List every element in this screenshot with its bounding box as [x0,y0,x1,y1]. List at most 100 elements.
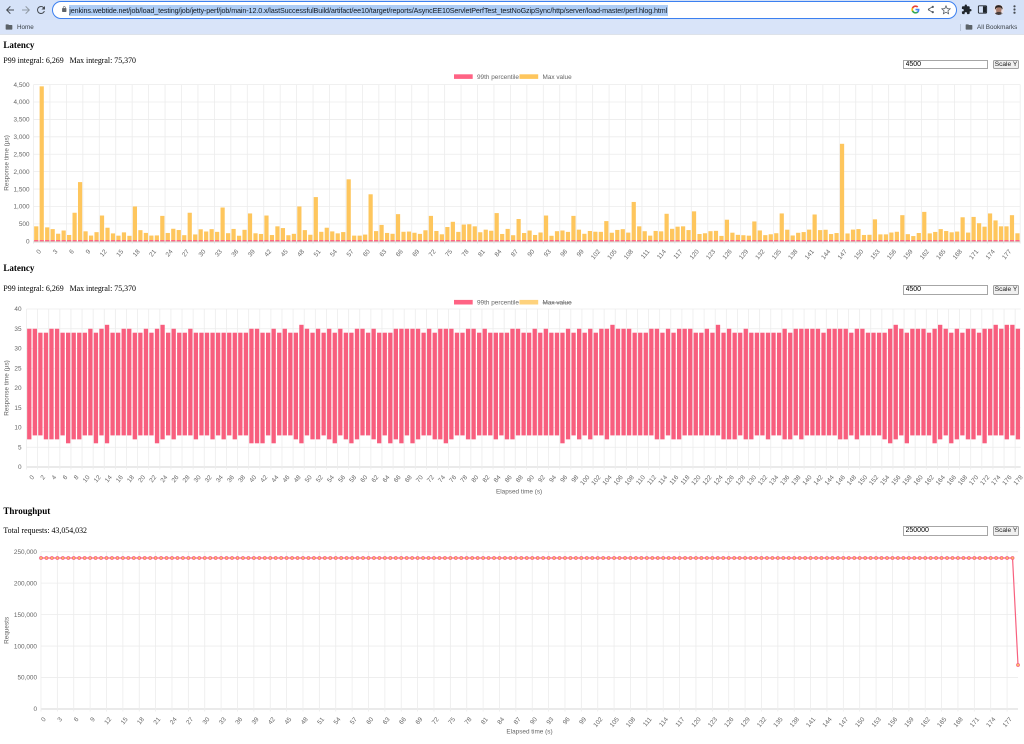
svg-text:99th percentile: 99th percentile [477,74,519,81]
svg-text:5: 5 [18,444,22,451]
svg-text:132: 132 [757,474,770,487]
svg-text:159: 159 [902,248,915,261]
svg-text:22: 22 [148,474,158,484]
svg-text:51: 51 [313,248,323,258]
svg-text:16: 16 [115,474,125,484]
svg-text:18: 18 [136,716,146,726]
svg-text:84: 84 [493,248,503,258]
svg-text:129: 129 [738,248,751,261]
svg-text:25: 25 [14,365,22,372]
svg-text:3: 3 [56,716,64,724]
svg-text:12: 12 [99,248,109,258]
svg-text:33: 33 [214,248,224,258]
svg-text:99: 99 [576,248,586,258]
svg-text:4,000: 4,000 [14,99,30,106]
svg-text:0: 0 [18,464,22,471]
svg-text:15: 15 [115,248,125,258]
svg-text:94: 94 [548,474,558,484]
svg-text:8: 8 [73,474,81,482]
svg-text:104: 104 [601,474,614,487]
svg-text:39: 39 [247,248,257,258]
svg-text:156: 156 [890,474,903,487]
svg-text:162: 162 [920,716,933,729]
svg-text:3: 3 [52,248,60,256]
svg-text:66: 66 [393,474,403,484]
svg-text:18: 18 [132,248,142,258]
svg-text:64: 64 [382,474,392,484]
svg-text:165: 165 [936,716,949,729]
svg-text:0: 0 [26,239,30,246]
svg-text:111: 111 [640,248,652,260]
svg-text:105: 105 [609,716,622,729]
svg-text:36: 36 [234,716,244,726]
svg-text:40: 40 [248,474,258,484]
svg-text:42: 42 [263,248,273,258]
svg-text:99th percentile: 99th percentile [477,300,519,307]
svg-text:166: 166 [946,474,959,487]
svg-text:9: 9 [89,716,97,724]
svg-text:68: 68 [404,474,414,484]
svg-text:27: 27 [181,248,191,258]
svg-text:24: 24 [169,716,179,726]
svg-text:80: 80 [470,474,480,484]
svg-text:2,000: 2,000 [14,169,30,176]
svg-text:500: 500 [19,221,30,228]
svg-text:21: 21 [148,248,158,258]
svg-text:112: 112 [646,474,658,487]
svg-text:66: 66 [398,716,408,726]
svg-text:177: 177 [1001,248,1014,261]
svg-text:141: 141 [805,716,818,729]
svg-text:96: 96 [559,248,569,258]
svg-text:15: 15 [120,716,130,726]
svg-text:12: 12 [103,716,113,726]
svg-text:63: 63 [382,716,392,726]
svg-text:78: 78 [461,248,471,258]
svg-text:150: 150 [853,248,866,261]
svg-text:174: 174 [985,248,998,261]
svg-text:69: 69 [414,716,424,726]
svg-text:26: 26 [170,474,180,484]
svg-text:162: 162 [919,248,932,261]
svg-text:60: 60 [362,248,372,258]
svg-text:126: 126 [721,248,734,261]
svg-text:117: 117 [674,716,686,729]
svg-text:120: 120 [690,716,703,729]
svg-text:Max value: Max value [543,74,573,81]
svg-text:35: 35 [14,326,22,333]
svg-text:122: 122 [701,474,714,487]
svg-text:140: 140 [801,474,814,487]
svg-text:147: 147 [837,248,850,261]
svg-text:162: 162 [924,474,937,487]
svg-text:138: 138 [790,474,803,487]
svg-text:84: 84 [496,716,506,726]
svg-text:114: 114 [658,716,670,729]
svg-text:15: 15 [14,405,22,412]
svg-text:120: 120 [689,248,702,261]
svg-text:150: 150 [854,716,867,729]
svg-text:Response time (µs): Response time (µs) [4,135,11,191]
svg-text:171: 171 [969,716,982,729]
svg-text:50,000: 50,000 [17,675,37,682]
svg-text:130: 130 [746,474,759,487]
svg-text:51: 51 [316,716,326,726]
svg-text:132: 132 [754,248,767,261]
svg-text:135: 135 [772,716,785,729]
svg-text:50: 50 [304,474,314,484]
svg-text:4: 4 [51,474,59,482]
svg-text:20: 20 [14,385,22,392]
svg-text:124: 124 [713,474,726,487]
svg-text:46: 46 [282,474,292,484]
svg-text:70: 70 [415,474,425,484]
svg-text:48: 48 [296,248,306,258]
svg-text:33: 33 [218,716,228,726]
svg-text:102: 102 [590,474,603,487]
svg-text:75: 75 [444,248,454,258]
svg-text:74: 74 [437,474,447,484]
svg-text:66: 66 [395,248,405,258]
svg-text:57: 57 [345,248,355,258]
svg-text:69: 69 [411,248,421,258]
svg-text:57: 57 [349,716,359,726]
svg-text:138: 138 [789,716,802,729]
svg-text:72: 72 [431,716,441,726]
svg-text:27: 27 [185,716,195,726]
